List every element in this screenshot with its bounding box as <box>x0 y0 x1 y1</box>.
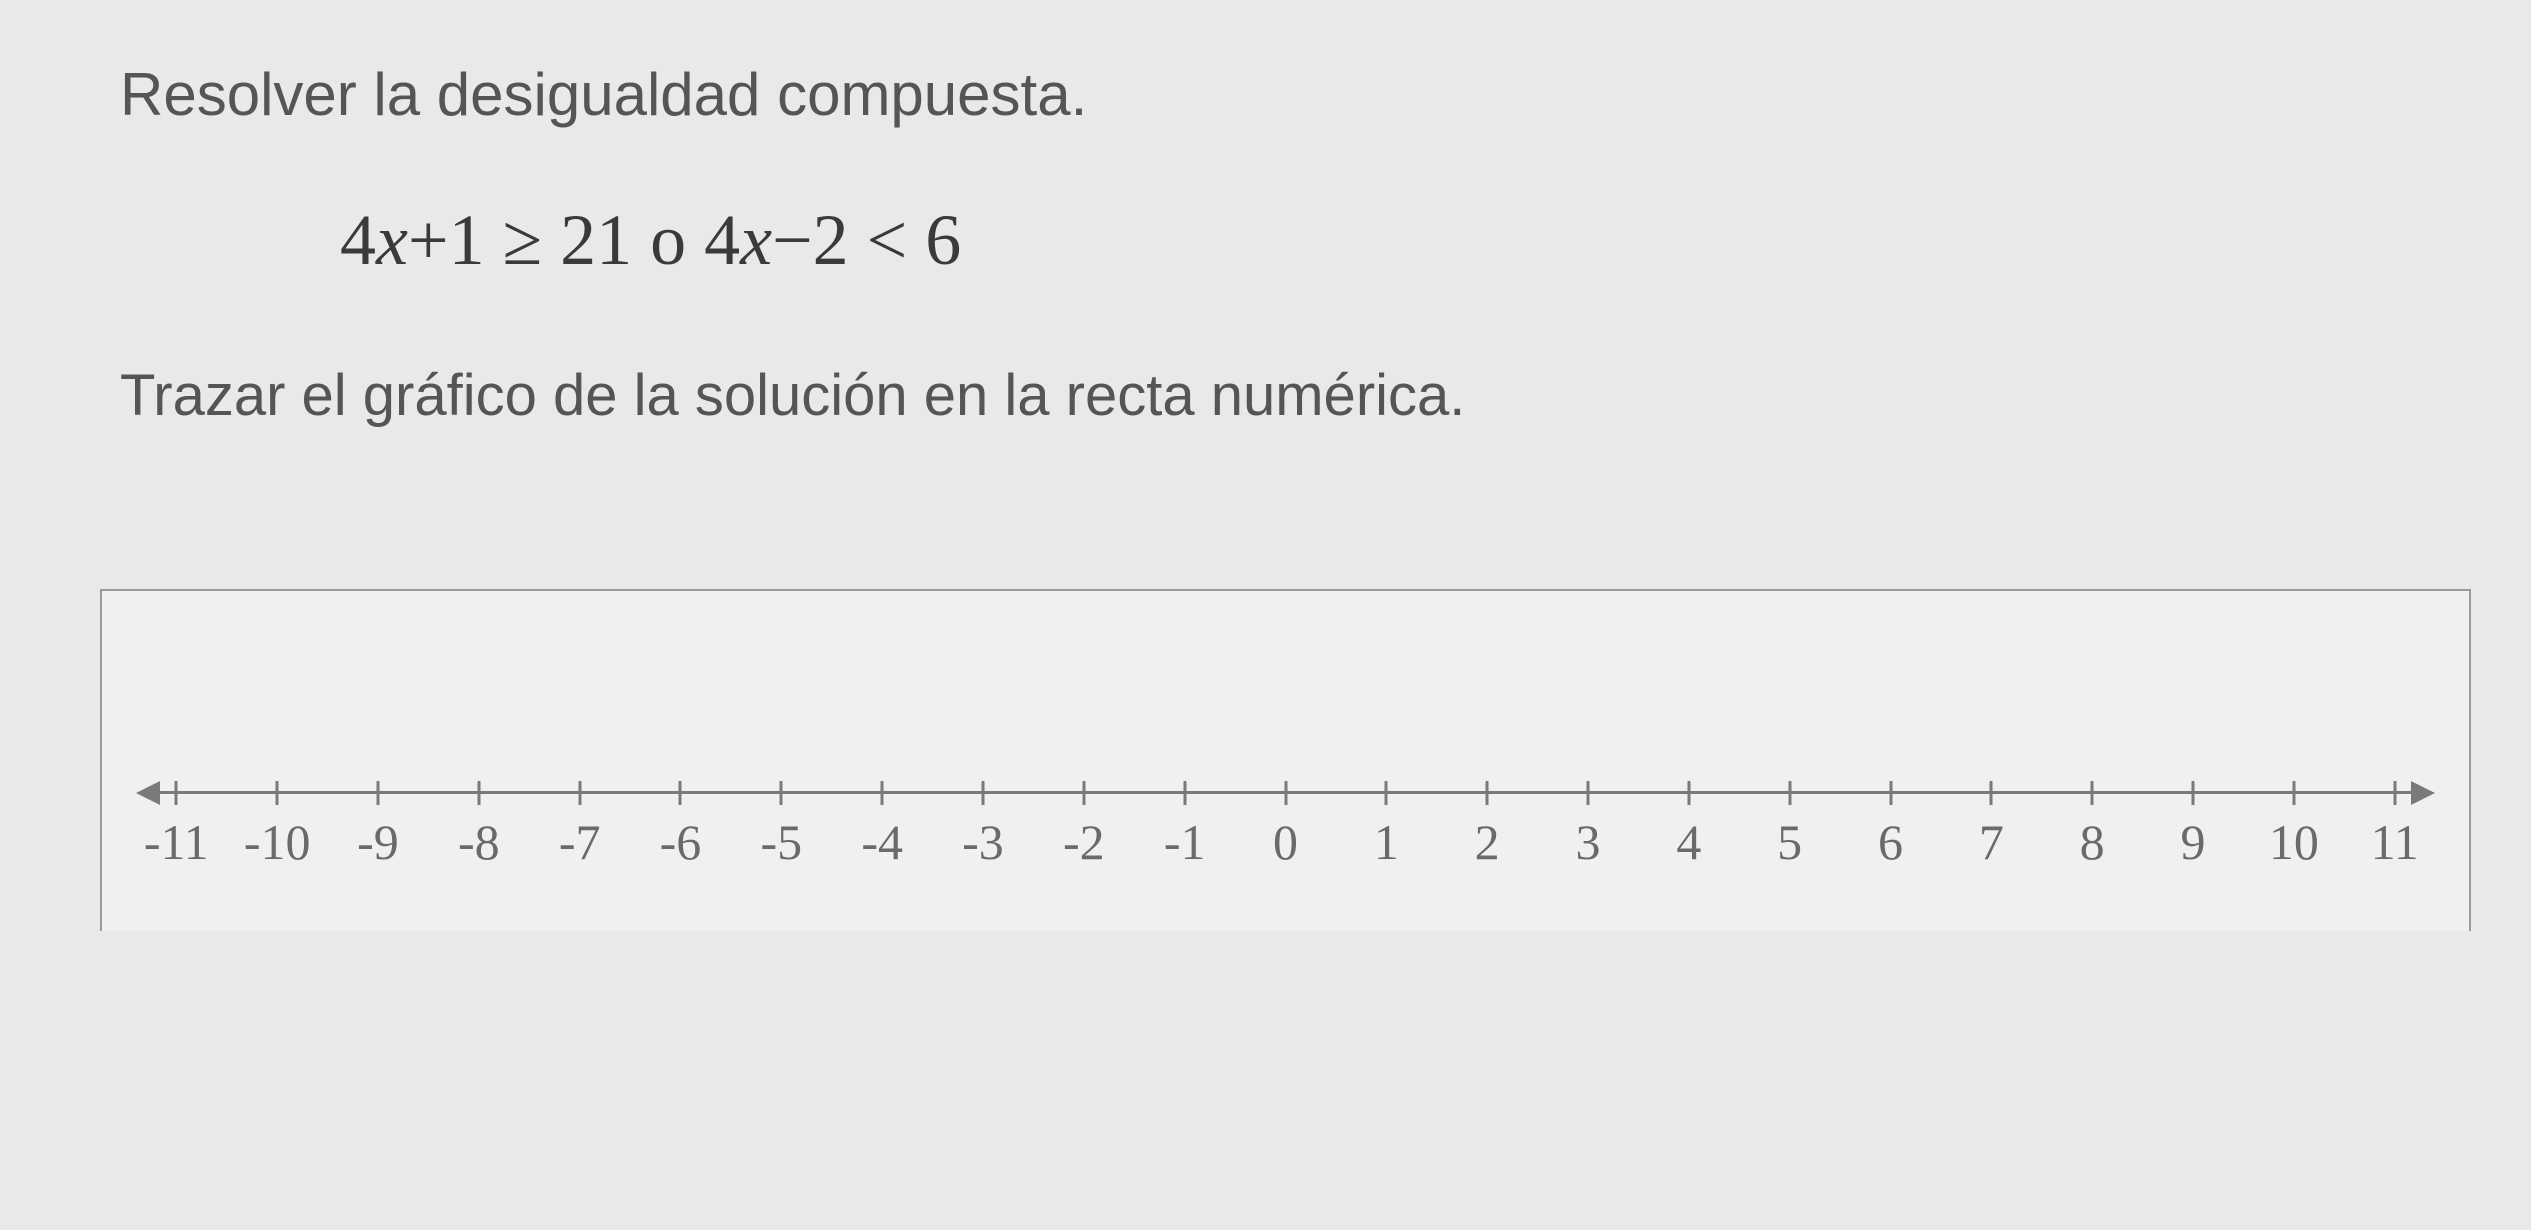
tick-label: 6 <box>1851 813 1931 871</box>
tick <box>376 781 379 805</box>
tick <box>1385 781 1388 805</box>
problem-page: Resolver la desigualdad compuesta. 4x+1 … <box>0 0 2531 931</box>
tick <box>679 781 682 805</box>
tick-label: 3 <box>1548 813 1628 871</box>
numberline[interactable]: -11-10-9-8-7-6-5-4-3-2-101234567891011 <box>142 771 2429 891</box>
tick <box>2292 781 2295 805</box>
tick-label: -4 <box>842 813 922 871</box>
tick-label: 7 <box>1951 813 2031 871</box>
problem-prompt: Resolver la desigualdad compuesta. <box>120 60 2431 129</box>
tick-label: 10 <box>2254 813 2334 871</box>
tick <box>1486 781 1489 805</box>
tick <box>1889 781 1892 805</box>
tick-label: 11 <box>2355 813 2435 871</box>
tick-label: 4 <box>1649 813 1729 871</box>
tick <box>276 781 279 805</box>
tick <box>2192 781 2195 805</box>
tick-label: -11 <box>136 813 216 871</box>
tick <box>1284 781 1287 805</box>
tick <box>1788 781 1791 805</box>
tick <box>1587 781 1590 805</box>
tick <box>1183 781 1186 805</box>
tick-label: 8 <box>2052 813 2132 871</box>
tick-label: 2 <box>1447 813 1527 871</box>
tick-label: 0 <box>1246 813 1326 871</box>
tick <box>1687 781 1690 805</box>
tick-label: 5 <box>1750 813 1830 871</box>
tick-label: -9 <box>338 813 418 871</box>
compound-inequality: 4x+1 ≥ 21 o 4x−2 < 6 <box>340 199 2431 282</box>
arrow-right-icon <box>2411 781 2435 805</box>
tick-label: -8 <box>439 813 519 871</box>
tick <box>1990 781 1993 805</box>
tick-label: -7 <box>540 813 620 871</box>
tick-label: 9 <box>2153 813 2233 871</box>
tick <box>2091 781 2094 805</box>
tick-label: -1 <box>1145 813 1225 871</box>
tick <box>881 781 884 805</box>
tick-label: -3 <box>943 813 1023 871</box>
tick-label: 1 <box>1346 813 1426 871</box>
tick-label: -5 <box>741 813 821 871</box>
tick-label: -6 <box>640 813 720 871</box>
tick <box>175 781 178 805</box>
tick-label: -10 <box>237 813 317 871</box>
graph-instruction: Trazar el gráfico de la solución en la r… <box>120 362 2431 429</box>
tick-label: -2 <box>1044 813 1124 871</box>
tick <box>578 781 581 805</box>
tick <box>2393 781 2396 805</box>
tick <box>1082 781 1085 805</box>
tick <box>477 781 480 805</box>
numberline-box: -11-10-9-8-7-6-5-4-3-2-101234567891011 <box>100 589 2471 931</box>
tick <box>981 781 984 805</box>
tick <box>780 781 783 805</box>
